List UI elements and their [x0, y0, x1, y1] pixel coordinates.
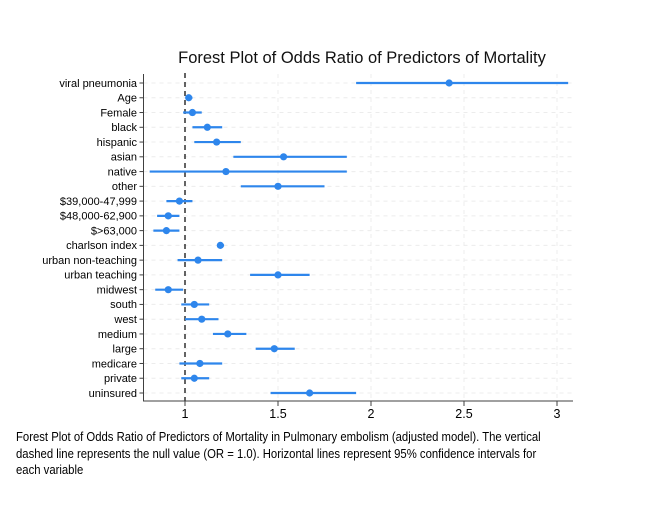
- point-estimate-dot: [222, 167, 230, 176]
- point-estimate-dot: [196, 359, 204, 368]
- category-label: large: [113, 344, 137, 356]
- point-estimate-dot: [188, 108, 197, 117]
- x-tick-label: 1: [182, 407, 189, 421]
- category-label: other: [112, 181, 137, 193]
- caption-line-3: each variable: [16, 462, 84, 477]
- category-label: black: [111, 122, 137, 134]
- x-tick-label: 2: [368, 407, 375, 421]
- point-estimate-dot: [162, 227, 170, 235]
- category-label: charlson index: [66, 240, 137, 252]
- category-label: west: [113, 314, 137, 326]
- point-estimate-dot: [164, 286, 172, 294]
- point-estimate-dot: [279, 153, 288, 161]
- category-label: $48,000-62,900: [60, 211, 137, 223]
- point-estimate-dot: [270, 345, 278, 353]
- forest-plot-svg: Forest Plot of Odds Ratio of Predictors …: [42, 49, 573, 421]
- category-label: urban non-teaching: [42, 255, 137, 267]
- category-label: private: [104, 373, 137, 385]
- category-label: asian: [111, 152, 137, 164]
- point-estimate-dot: [198, 315, 206, 323]
- point-estimate-dot: [274, 271, 282, 279]
- point-estimate-dot: [190, 300, 198, 309]
- grid-layer: [143, 74, 573, 401]
- category-label: Age: [117, 93, 137, 105]
- category-label: $39,000-47,999: [60, 196, 137, 208]
- point-estimate-dot: [203, 123, 211, 131]
- category-label: hispanic: [97, 137, 138, 149]
- label-layer: viral pneumonia Age Female black hispanic asi…: [42, 78, 560, 421]
- point-estimate-dot: [306, 389, 314, 397]
- figure-caption: Forest Plot of Odds Ratio of Predictors …: [16, 429, 646, 479]
- category-label: Female: [100, 107, 137, 119]
- x-tick-label: 3: [554, 407, 561, 421]
- point-estimate-dot: [164, 212, 172, 220]
- x-tick-label: 2.5: [455, 407, 472, 421]
- point-estimate-dot: [274, 182, 282, 190]
- axis-layer: [139, 73, 573, 406]
- point-estimate-dot: [185, 94, 193, 102]
- point-estimate-dot: [224, 330, 232, 338]
- caption-line-2: dashed line represents the null value (O…: [16, 445, 537, 461]
- category-label: south: [110, 299, 137, 311]
- category-label: medium: [98, 329, 137, 341]
- caption-line-1: Forest Plot of Odds Ratio of Predictors …: [16, 429, 541, 444]
- category-label: native: [108, 166, 137, 178]
- category-label: midwest: [97, 284, 137, 296]
- point-estimate-dot: [175, 197, 184, 205]
- point-estimate-dot: [445, 79, 453, 87]
- category-label: urban teaching: [64, 270, 137, 282]
- x-tick-label: 1.5: [269, 407, 286, 421]
- category-label: uninsured: [89, 388, 137, 400]
- category-label: $>63,000: [91, 225, 137, 237]
- point-estimate-dot: [194, 256, 202, 264]
- chart-title: Forest Plot of Odds Ratio of Predictors …: [178, 49, 546, 67]
- mark-layer: [149, 79, 569, 397]
- point-estimate-dot: [216, 241, 224, 249]
- point-estimate-dot: [190, 374, 198, 382]
- category-label: medicare: [92, 358, 137, 370]
- point-estimate-dot: [213, 138, 221, 146]
- category-label: viral pneumonia: [59, 78, 138, 90]
